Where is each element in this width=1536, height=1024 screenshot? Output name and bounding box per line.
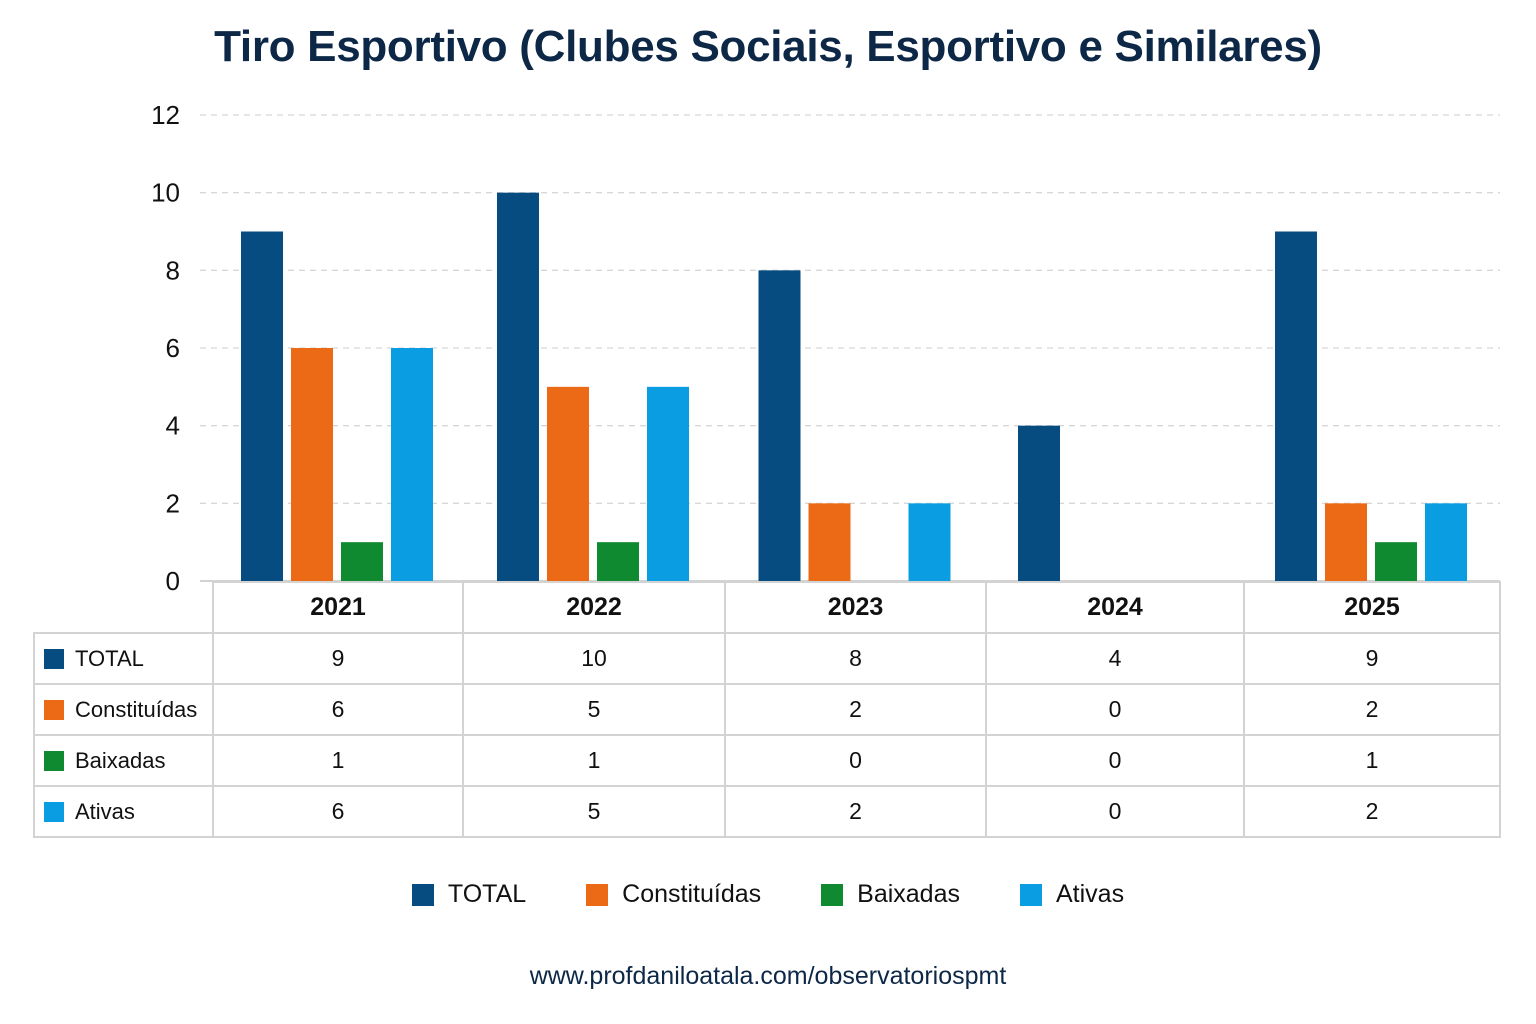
data-label: 1 [1243, 734, 1501, 787]
y-tick-label: 2 [166, 488, 180, 518]
table-row: Ativas 6 5 2 0 2 [33, 785, 1501, 838]
x-tick-label: 2021 [212, 581, 464, 634]
data-label: 9 [212, 632, 464, 685]
data-label: 5 [462, 683, 726, 736]
series-name: TOTAL [75, 645, 144, 671]
bar-total-2022 [497, 192, 539, 581]
data-label: 0 [724, 734, 987, 787]
chart-legend: TOTAL Constituídas Baixadas Ativas [0, 880, 1536, 909]
y-tick-label: 12 [151, 100, 180, 130]
data-label: 2 [1243, 683, 1501, 736]
legend-item: Constituídas [586, 880, 761, 909]
series-name: Baixadas [75, 747, 166, 773]
data-label: 5 [462, 785, 726, 838]
footer-url: www.profdaniloatala.com/observatoriospmt [529, 962, 1007, 990]
data-label: 0 [985, 734, 1245, 787]
legend-swatch [44, 801, 64, 822]
bar-ativas-2025 [1425, 503, 1467, 581]
bar-baixadas-2025 [1375, 542, 1417, 581]
legend-label: Constituídas [622, 880, 762, 908]
data-label: 10 [462, 632, 726, 685]
bar-constituídas-2025 [1325, 503, 1367, 581]
bar-total-2025 [1275, 231, 1317, 581]
data-label: 1 [212, 734, 464, 787]
table-header-row: 2021 2022 2023 2024 2025 [34, 581, 1501, 634]
bar-total-2021 [241, 231, 283, 581]
x-tick-label: 2025 [1243, 581, 1501, 634]
legend-swatch [411, 883, 434, 906]
legend-swatch [44, 750, 64, 771]
x-tick-label: 2022 [462, 581, 726, 634]
legend-item: Ativas [1020, 880, 1124, 909]
data-table: 2021 2022 2023 2024 2025 TOTAL 9 10 8 4 9 Constituí… [33, 581, 1501, 838]
bar-total-2023 [758, 270, 801, 581]
table-corner [34, 582, 214, 634]
table-row-label: Baixadas [33, 734, 214, 787]
series-name: Constituídas [75, 696, 198, 722]
bar-constituídas-2021 [291, 348, 333, 581]
legend-item: TOTAL [411, 880, 527, 909]
legend-label: TOTAL [447, 880, 527, 908]
y-tick-label: 6 [166, 333, 180, 363]
table-row-label: TOTAL [33, 632, 214, 685]
data-label: 6 [212, 785, 464, 838]
bar-ativas-2021 [391, 348, 433, 581]
table-row: Baixadas 1 1 0 0 1 [33, 734, 1501, 787]
data-label: 0 [985, 683, 1245, 736]
data-label: 8 [724, 632, 987, 685]
x-tick-label: 2024 [985, 581, 1245, 634]
bar-baixadas-2021 [341, 542, 383, 581]
bar-constituídas-2023 [808, 503, 851, 581]
data-label: 2 [724, 785, 987, 838]
legend-item: Baixadas [821, 880, 960, 909]
legend-swatch [1020, 883, 1042, 906]
table-row-label: Constituídas [33, 683, 214, 736]
table-row: TOTAL 9 10 8 4 9 [33, 632, 1501, 685]
data-label: 2 [1243, 785, 1501, 838]
chart-title: Tiro Esportivo (Clubes Sociais, Esportiv… [214, 22, 1322, 71]
table-row: Constituídas 6 5 2 0 2 [33, 683, 1501, 736]
legend-swatch [44, 648, 64, 669]
data-label: 6 [212, 683, 464, 736]
legend-label: Ativas [1056, 880, 1125, 908]
legend-swatch [586, 883, 609, 906]
bar-ativas-2022 [647, 386, 689, 581]
data-label: 1 [462, 734, 726, 787]
legend-swatch [821, 883, 844, 906]
y-tick-label: 4 [166, 411, 180, 441]
table-row-label: Ativas [33, 785, 214, 838]
data-label: 2 [724, 683, 987, 736]
bar-ativas-2023 [908, 503, 951, 581]
x-tick-label: 2023 [724, 581, 987, 634]
data-label: 0 [985, 785, 1245, 838]
legend-label: Baixadas [857, 880, 960, 908]
data-label: 4 [985, 632, 1245, 685]
series-name: Ativas [75, 798, 135, 824]
legend-swatch [44, 699, 64, 720]
bar-baixadas-2022 [597, 542, 639, 581]
bar-constituídas-2022 [547, 386, 589, 581]
bar-total-2024 [1018, 425, 1060, 581]
y-tick-label: 10 [151, 178, 180, 208]
y-tick-label: 8 [166, 255, 180, 285]
data-label: 9 [1243, 632, 1501, 685]
